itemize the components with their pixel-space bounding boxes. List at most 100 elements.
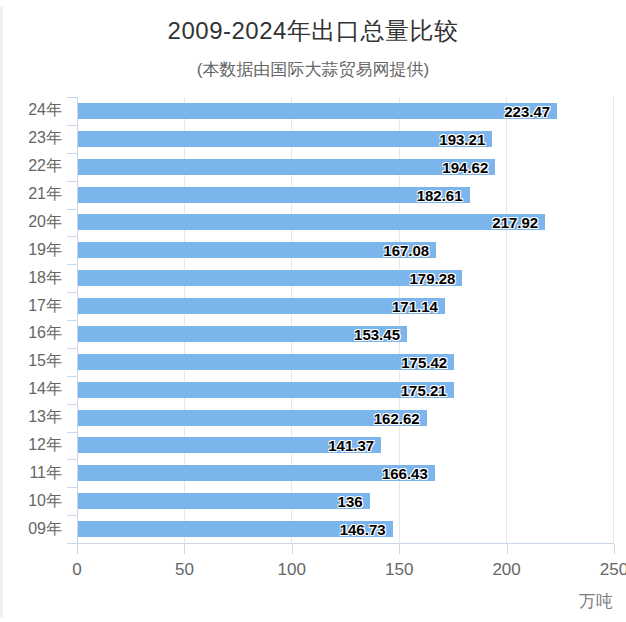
bar-value-label: 153.45 xyxy=(354,325,400,342)
y-axis-label-16年: 16年 xyxy=(0,320,62,348)
bar-row-18年: 179.28 xyxy=(78,264,614,292)
y-axis-label-17年: 17年 xyxy=(0,292,62,320)
chart-title: 2009-2024年出口总量比较 xyxy=(0,15,626,47)
y-axis-tick xyxy=(67,181,77,182)
x-axis-tick-label-0: 0 xyxy=(72,560,81,580)
y-axis-tick xyxy=(67,209,77,210)
bar-21年[interactable]: 182.61 xyxy=(78,187,470,203)
y-axis-label-23年: 23年 xyxy=(0,125,62,153)
x-axis-tick-label-150: 150 xyxy=(385,560,413,580)
y-axis-tick xyxy=(67,515,77,516)
bar-row-10年: 136 xyxy=(78,487,614,515)
y-axis-tick xyxy=(67,125,77,126)
y-axis-tick xyxy=(67,292,77,293)
x-axis-unit-label: 万吨 xyxy=(579,590,613,613)
bar-row-19年: 167.08 xyxy=(78,236,614,264)
y-axis-label-15年: 15年 xyxy=(0,348,62,376)
bar-value-label: 223.47 xyxy=(504,102,550,119)
bar-value-label: 175.21 xyxy=(401,381,447,398)
x-axis-tick-250 xyxy=(614,544,615,554)
bar-10年[interactable]: 136 xyxy=(78,493,370,509)
bar-value-label: 136 xyxy=(338,493,363,510)
bar-value-label: 182.61 xyxy=(417,186,463,203)
bar-row-14年: 175.21 xyxy=(78,376,614,404)
bar-row-22年: 194.62 xyxy=(78,153,614,181)
y-axis-tick xyxy=(67,404,77,405)
y-axis-tick xyxy=(67,320,77,321)
y-axis-tick xyxy=(67,236,77,237)
bar-value-label: 162.62 xyxy=(374,409,420,426)
y-axis-tick xyxy=(67,432,77,433)
bar-value-label: 179.28 xyxy=(409,270,455,287)
y-axis-label-10年: 10年 xyxy=(0,487,62,515)
y-axis-label-21年: 21年 xyxy=(0,181,62,209)
y-axis-label-09年: 09年 xyxy=(0,515,62,543)
bar-value-label: 217.92 xyxy=(492,214,538,231)
bar-13年[interactable]: 162.62 xyxy=(78,410,427,426)
y-axis-label-19年: 19年 xyxy=(0,236,62,264)
bar-value-label: 166.43 xyxy=(382,465,428,482)
bar-19年[interactable]: 167.08 xyxy=(78,242,436,258)
x-axis-tick-200 xyxy=(507,544,508,554)
bar-row-20年: 217.92 xyxy=(78,209,614,237)
bar-row-23年: 193.21 xyxy=(78,125,614,153)
y-axis-tick xyxy=(67,97,77,98)
y-axis-tick xyxy=(67,459,77,460)
bar-row-15年: 175.42 xyxy=(78,348,614,376)
bar-value-label: 141.37 xyxy=(328,437,374,454)
x-axis-ticks xyxy=(77,544,614,554)
bar-row-24年: 223.47 xyxy=(78,97,614,125)
y-axis-label-24年: 24年 xyxy=(0,97,62,125)
plot-area: 223.47 193.21 194.62 182.61 217.92 167.08 179.… xyxy=(77,97,614,544)
bar-value-label: 167.08 xyxy=(383,242,429,259)
bar-18年[interactable]: 179.28 xyxy=(78,270,462,286)
x-axis-tick-label-50: 50 xyxy=(175,560,194,580)
x-axis-tick-label-250: 250 xyxy=(600,560,626,580)
bar-row-16年: 153.45 xyxy=(78,320,614,348)
bar-row-12年: 141.37 xyxy=(78,432,614,460)
y-axis-label-18年: 18年 xyxy=(0,264,62,292)
bar-row-17年: 171.14 xyxy=(78,292,614,320)
bar-row-21年: 182.61 xyxy=(78,181,614,209)
bar-rows: 223.47 193.21 194.62 182.61 217.92 167.08 179.… xyxy=(78,97,614,543)
x-axis-tick-100 xyxy=(292,544,293,554)
bar-value-label: 194.62 xyxy=(442,158,488,175)
bar-15年[interactable]: 175.42 xyxy=(78,354,454,370)
x-axis-tick-0 xyxy=(77,544,78,554)
bar-17年[interactable]: 171.14 xyxy=(78,298,445,314)
bar-value-label: 146.73 xyxy=(340,521,386,538)
x-axis-tick-label-100: 100 xyxy=(278,560,306,580)
y-axis-label-20年: 20年 xyxy=(0,209,62,237)
y-axis-tick xyxy=(67,487,77,488)
y-axis-label-12年: 12年 xyxy=(0,432,62,460)
bar-24年[interactable]: 223.47 xyxy=(78,103,557,119)
bar-row-13年: 162.62 xyxy=(78,404,614,432)
bar-20年[interactable]: 217.92 xyxy=(78,214,545,230)
bar-value-label: 193.21 xyxy=(439,130,485,147)
bar-14年[interactable]: 175.21 xyxy=(78,382,454,398)
x-axis-tick-label-200: 200 xyxy=(492,560,520,580)
y-axis-ticks xyxy=(67,97,77,544)
bar-row-09年: 146.73 xyxy=(78,515,614,543)
y-axis-labels: 24年23年22年21年20年19年18年17年16年15年14年13年12年1… xyxy=(0,97,62,543)
x-axis-tick-50 xyxy=(184,544,185,554)
export-volume-bar-chart: 2009-2024年出口总量比较 (本数据由国际大蒜贸易网提供) 223.47 1… xyxy=(0,0,626,622)
y-axis-label-14年: 14年 xyxy=(0,376,62,404)
y-axis-label-11年: 11年 xyxy=(0,459,62,487)
y-axis-tick xyxy=(67,348,77,349)
bar-22年[interactable]: 194.62 xyxy=(78,159,495,175)
bar-value-label: 171.14 xyxy=(392,298,438,315)
chart-subtitle: (本数据由国际大蒜贸易网提供) xyxy=(0,58,626,81)
bar-16年[interactable]: 153.45 xyxy=(78,326,407,342)
bar-row-11年: 166.43 xyxy=(78,459,614,487)
bar-value-label: 175.42 xyxy=(401,353,447,370)
bar-11年[interactable]: 166.43 xyxy=(78,465,435,481)
y-axis-label-22年: 22年 xyxy=(0,153,62,181)
x-axis-tick-150 xyxy=(399,544,400,554)
bar-12年[interactable]: 141.37 xyxy=(78,437,381,453)
y-axis-tick xyxy=(67,543,77,544)
bar-23年[interactable]: 193.21 xyxy=(78,131,492,147)
y-axis-tick xyxy=(67,264,77,265)
y-axis-tick xyxy=(67,376,77,377)
bar-09年[interactable]: 146.73 xyxy=(78,521,393,537)
